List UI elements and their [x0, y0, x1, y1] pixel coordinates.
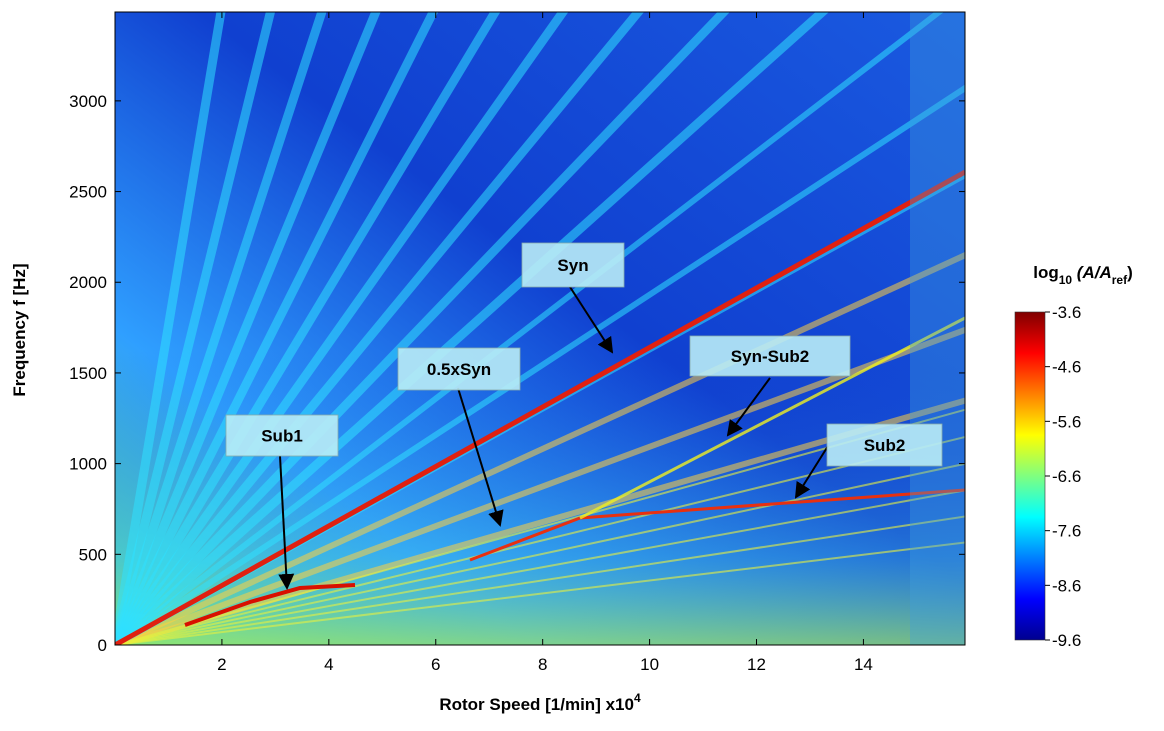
annotation-arrow — [569, 286, 614, 354]
annotation-label: Sub2 — [864, 436, 906, 455]
order-line — [115, 515, 965, 645]
annotation-label: Syn-Sub2 — [731, 347, 809, 366]
colorbar-title-part: log — [1033, 263, 1059, 282]
annotation-arrow — [794, 445, 829, 499]
annotation-box — [521, 242, 625, 288]
y-tick-label: 2000 — [69, 273, 107, 292]
annotation-arrow — [278, 455, 295, 590]
x-tick-label: 8 — [538, 655, 547, 674]
colorbar-tick-label: -9.6 — [1052, 631, 1081, 650]
order-line — [115, 541, 965, 645]
x-tick-label: 10 — [640, 655, 659, 674]
order-line — [115, 84, 965, 645]
colorbar-tick-label: -3.6 — [1052, 303, 1081, 322]
colorbar-title: log10 (A/Aref) — [1033, 263, 1133, 287]
annotation-box — [689, 335, 851, 377]
order-line — [184, 583, 356, 627]
colorbar-tick-label: -5.6 — [1052, 412, 1081, 431]
x-axis-label: Rotor Speed [1/min] x104 — [439, 691, 641, 714]
spectrum-band — [910, 12, 965, 645]
y-tick-label: 1500 — [69, 364, 107, 383]
order-line — [115, 12, 439, 645]
order-line — [115, 12, 830, 645]
y-tick-label: 2500 — [69, 183, 107, 202]
order-line — [115, 12, 381, 645]
y-tick-label: 3000 — [69, 92, 107, 111]
annotation-box — [225, 414, 339, 457]
colorbar-title-part: 10 — [1059, 273, 1073, 287]
order-line — [579, 316, 965, 520]
colorbar-title-part: ) — [1127, 263, 1133, 282]
annotation-box — [397, 347, 521, 391]
x-tick-label: 14 — [854, 655, 873, 674]
colorbar-tick-label: -4.6 — [1052, 358, 1081, 377]
y-tick-label: 0 — [98, 636, 107, 655]
x-axis-label-text: Rotor Speed [1/min] x10 — [439, 695, 634, 714]
plot-frame — [114, 11, 966, 646]
order-line — [115, 12, 645, 645]
y-tick-label: 1000 — [69, 455, 107, 474]
annotation-arrow — [457, 387, 504, 527]
order-line — [115, 12, 276, 645]
x-tick-label: 2 — [217, 655, 226, 674]
colorbar-title-part: ref — [1112, 273, 1128, 287]
colorbar-tick-label: -8.6 — [1052, 576, 1081, 595]
x-axis-label-sup: 4 — [634, 691, 641, 705]
colorbar-tick-label: -6.6 — [1052, 467, 1081, 486]
y-axis-label: Frequency f [Hz] — [10, 263, 29, 396]
order-line — [115, 12, 945, 645]
annotation-box — [826, 423, 943, 467]
annotation-label: Sub1 — [261, 427, 303, 446]
x-tick-label: 6 — [431, 655, 440, 674]
x-tick-label: 4 — [324, 655, 333, 674]
colorbar-tick-label: -7.6 — [1052, 522, 1081, 541]
y-tick-label: 500 — [79, 545, 107, 564]
order-line — [115, 12, 226, 645]
order-line — [115, 12, 730, 645]
order-line — [115, 489, 965, 645]
x-tick-label: 12 — [747, 655, 766, 674]
spectrogram — [115, 12, 965, 645]
colorbar — [1014, 311, 1046, 641]
annotation-arrow — [726, 377, 771, 437]
annotation-label: 0.5xSyn — [427, 360, 491, 379]
order-line — [115, 12, 327, 645]
order-line — [115, 326, 965, 645]
order-line — [115, 462, 965, 645]
order-line — [115, 408, 965, 645]
order-line — [115, 169, 965, 645]
annotation-label: Syn — [557, 256, 588, 275]
order-line — [115, 435, 965, 645]
order-line — [115, 397, 965, 645]
colorbar-title-part: (A/A — [1072, 263, 1112, 282]
